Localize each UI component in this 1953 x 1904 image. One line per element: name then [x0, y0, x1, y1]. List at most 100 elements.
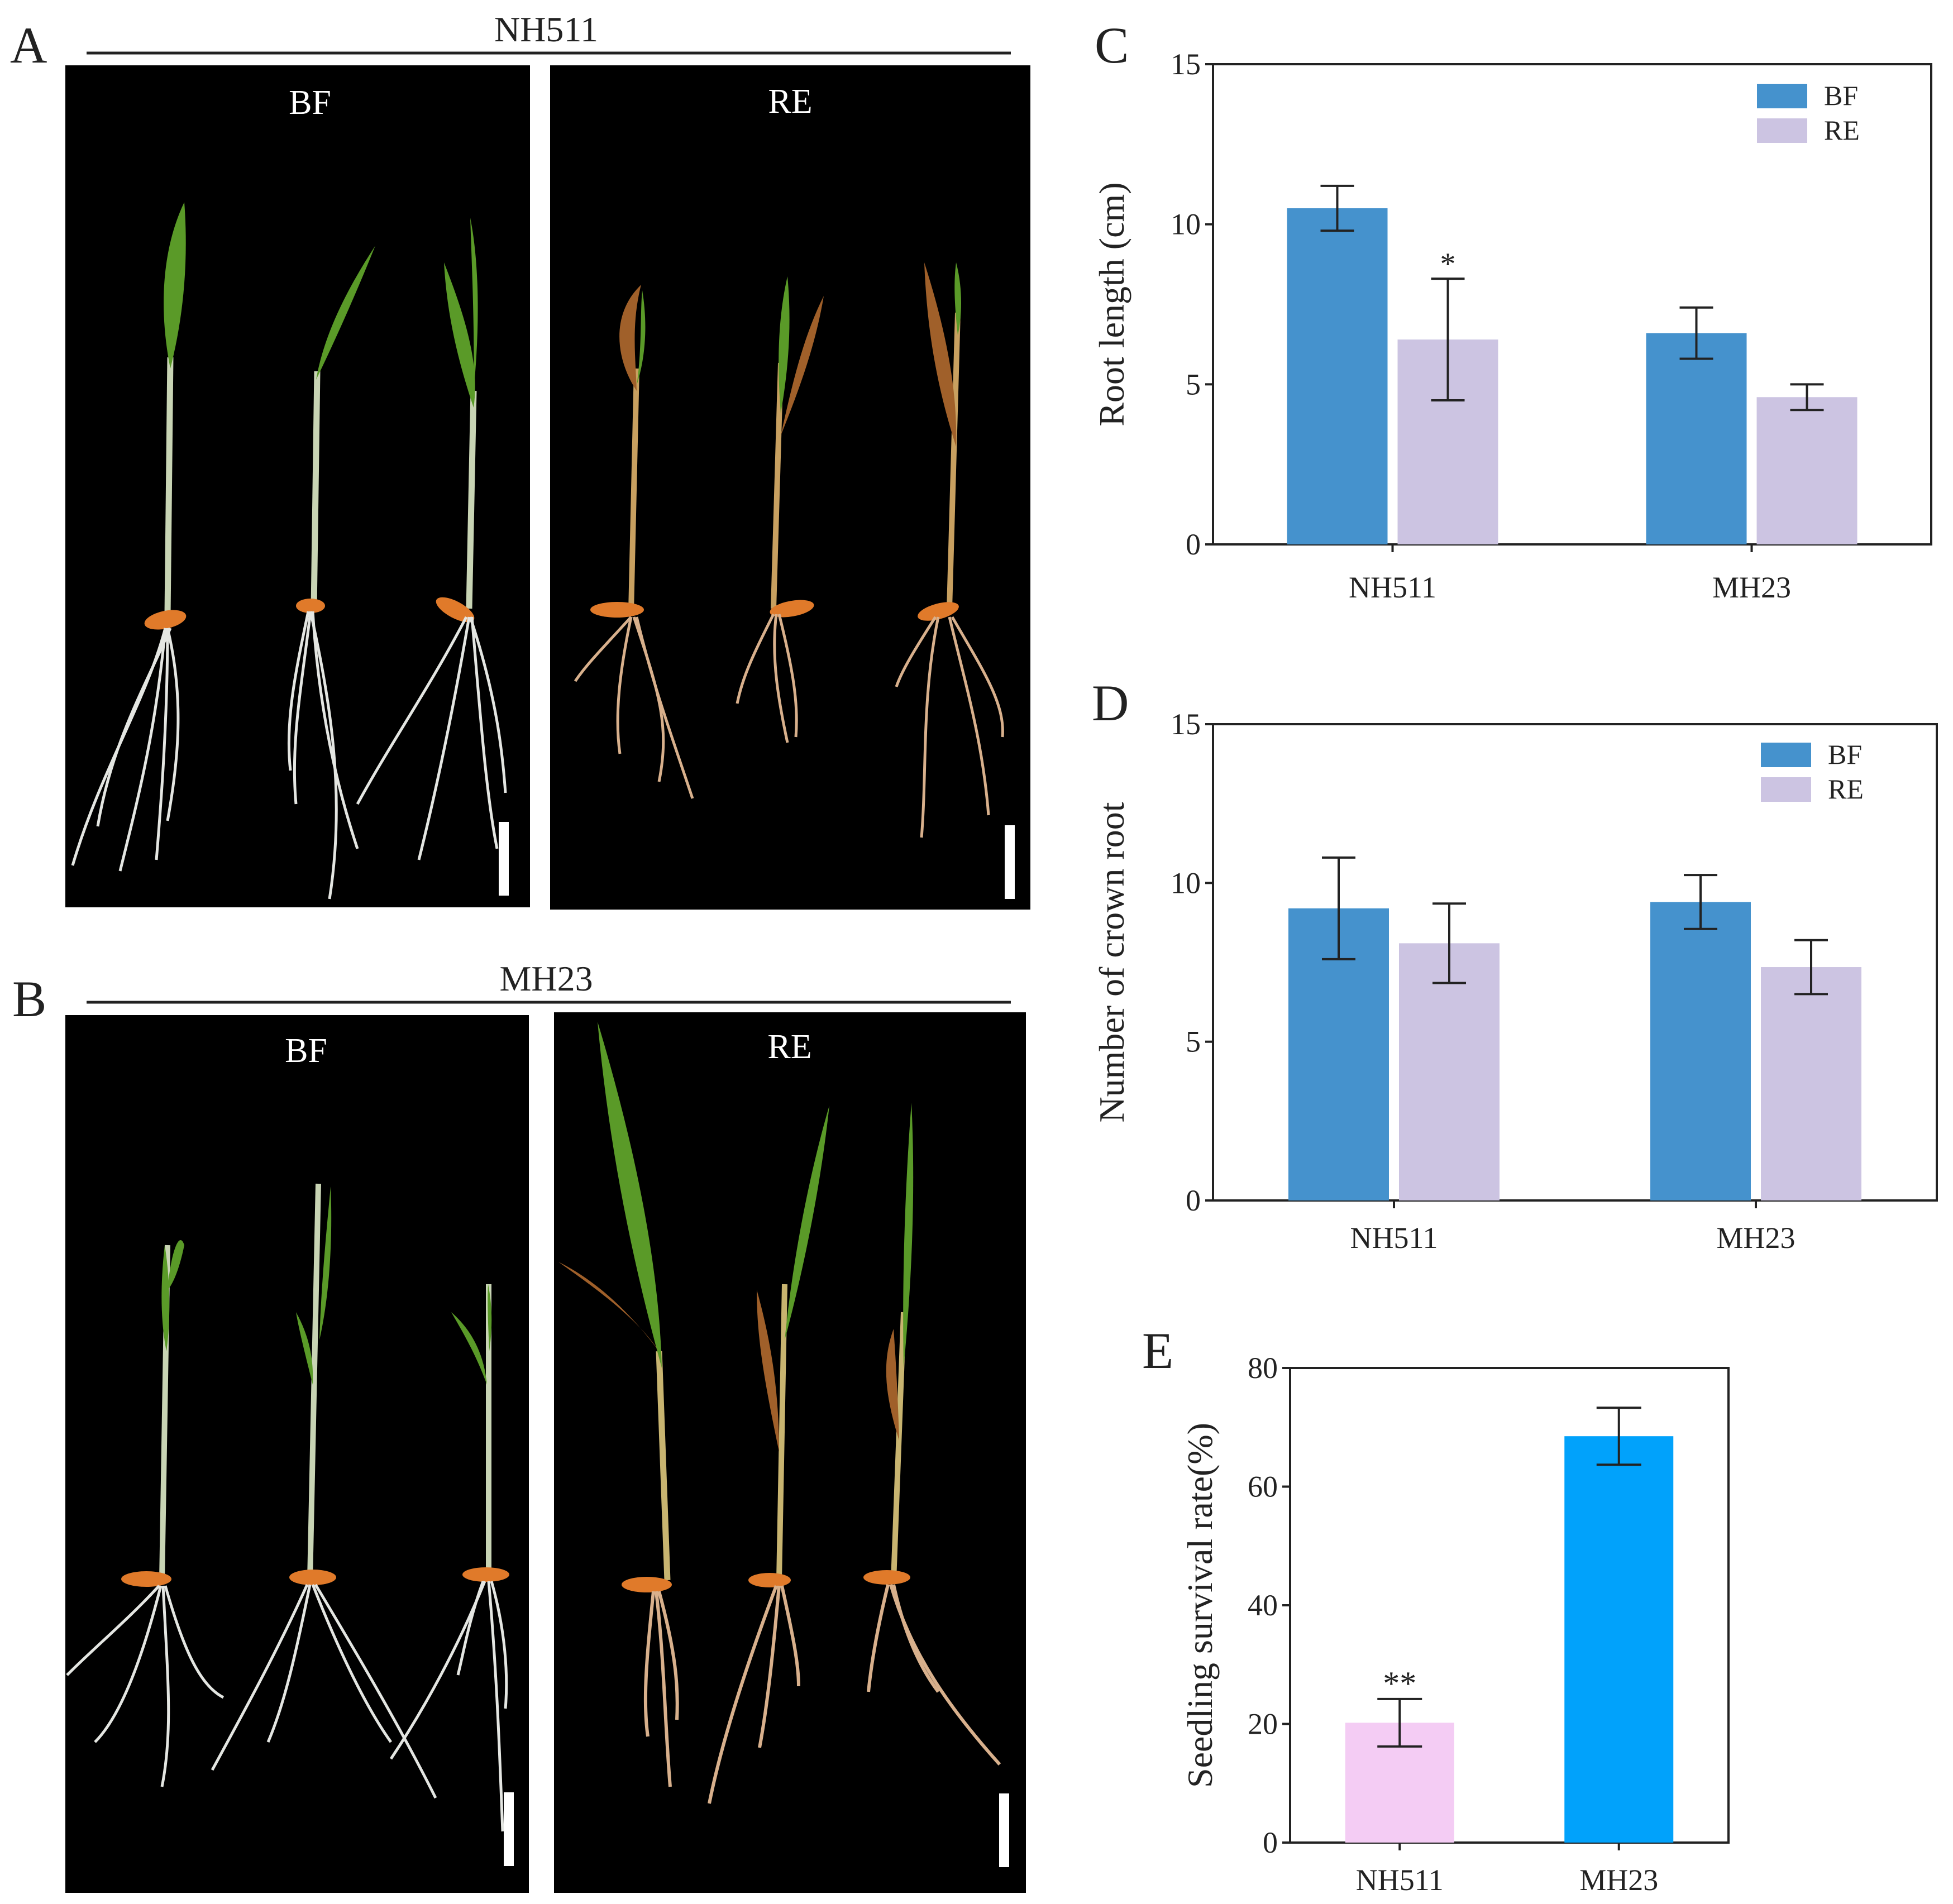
- seedling-b-bf-1: [66, 1240, 225, 1787]
- legend-label-re: RE: [1824, 114, 1860, 146]
- seedling-stem: [164, 357, 174, 615]
- seedling-roots: [356, 616, 507, 860]
- bar-re-nh511: [1399, 943, 1500, 1200]
- legend-swatch-re: [1757, 118, 1807, 143]
- seedling-seed: [622, 1577, 672, 1592]
- bar-bf-mh23: [1646, 333, 1747, 544]
- seedling-leaf: [903, 1103, 914, 1368]
- seedling-seed: [144, 610, 187, 630]
- legend-swatch-bf: [1761, 743, 1811, 767]
- seedling-stem: [947, 312, 961, 609]
- y-tick-label: 0: [1263, 1826, 1278, 1859]
- seedling-a-bf-1: [71, 202, 187, 872]
- seedling-leaf: [319, 1187, 332, 1340]
- seedling-roots: [211, 1584, 437, 1799]
- y-axis-label: Number of crown root: [1092, 802, 1131, 1122]
- bar-re-mh23: [1761, 967, 1861, 1200]
- seedling-seed: [296, 599, 325, 613]
- x-tick-label: MH23: [1579, 1863, 1658, 1897]
- seedling-b-re-3: [863, 1103, 1001, 1766]
- panel-c-letter: C: [1095, 17, 1129, 74]
- chart-survival-rate: 0 20 40 60 80 Seedling survival rate(%) NH511 M…: [1180, 1351, 1730, 1897]
- plot-frame: [1212, 63, 1932, 546]
- seedling-leaf: [924, 262, 957, 447]
- seedling-leaf: [619, 285, 641, 391]
- panel-a-letter: A: [10, 17, 47, 74]
- seedling-seed: [289, 1570, 336, 1585]
- bar-mh23: [1564, 1436, 1674, 1843]
- panel-a-photo-re: [550, 65, 1030, 910]
- x-tick-label: NH511: [1349, 571, 1436, 604]
- y-tick-label: 10: [1171, 866, 1201, 900]
- panel-b: B MH23 BF RE: [12, 959, 1026, 1893]
- seedling-b-re-1: [558, 1022, 679, 1787]
- seedling-roots: [736, 613, 798, 743]
- seedling-roots: [708, 1585, 800, 1804]
- y-tick-label: 0: [1186, 1184, 1201, 1217]
- panel-d-letter: D: [1092, 674, 1129, 731]
- seedling-b-re-2: [708, 1106, 829, 1804]
- y-tick-label: 20: [1248, 1707, 1278, 1741]
- y-tick-label: 10: [1171, 208, 1201, 241]
- y-tick-label: 60: [1248, 1470, 1278, 1504]
- seedling-leaf: [598, 1022, 662, 1368]
- legend-swatch-bf: [1757, 84, 1807, 108]
- panel-b-bf-scale-bar: [504, 1792, 514, 1866]
- plot-frame: [1212, 723, 1938, 1202]
- seedling-leaf: [954, 262, 961, 335]
- y-tick-label: 0: [1186, 528, 1201, 561]
- seedling-seed: [121, 1571, 171, 1587]
- seedling-roots: [389, 1581, 508, 1832]
- seedling-seed: [748, 1573, 791, 1587]
- panel-a-photo-bf: [65, 65, 530, 907]
- y-axis-label: Root length (cm): [1092, 182, 1131, 426]
- seedling-stem: [311, 371, 321, 609]
- y-tick-label: 5: [1186, 367, 1201, 401]
- bar-bf-nh511: [1287, 208, 1388, 544]
- seedling-seed: [863, 1570, 910, 1585]
- seedling-roots: [643, 1591, 679, 1787]
- seedling-stem: [771, 362, 784, 609]
- panel-a-bf-scale-bar: [499, 822, 509, 896]
- seedling-leaf: [779, 276, 790, 413]
- seedling-a-bf-3: [356, 218, 507, 860]
- seedling-seed: [918, 602, 959, 621]
- seedling-b-bf-3: [389, 1284, 509, 1832]
- seedling-a-re-2: [736, 276, 824, 743]
- seedling-leaf: [785, 1106, 829, 1340]
- panel-e-letter: E: [1142, 1322, 1173, 1379]
- seedling-seed: [590, 602, 644, 618]
- seedling-stem: [307, 1183, 321, 1581]
- significance-marker: *: [1440, 247, 1456, 281]
- panel-b-re-label: RE: [767, 1028, 811, 1066]
- legend-swatch-re: [1761, 777, 1811, 802]
- seedling-leaf: [757, 1290, 779, 1452]
- seedling-stem: [656, 1351, 671, 1581]
- x-tick-label: NH511: [1356, 1863, 1444, 1897]
- seedling-a-re-1: [574, 285, 694, 799]
- panel-b-photo-bf: [65, 1015, 529, 1893]
- legend-label-bf: BF: [1824, 80, 1858, 111]
- panel-a-cultivar: NH511: [494, 9, 598, 49]
- panel-b-letter: B: [12, 970, 46, 1027]
- panel-a-re-scale-bar: [1005, 825, 1015, 899]
- seedling-leaf: [316, 246, 375, 380]
- panel-b-re-scale-bar: [999, 1793, 1009, 1867]
- bar-re-mh23: [1756, 397, 1858, 544]
- seedling-roots: [66, 1585, 225, 1787]
- significance-marker: **: [1383, 1665, 1416, 1702]
- y-tick-label: 80: [1248, 1351, 1278, 1385]
- seedling-roots: [867, 1584, 1001, 1766]
- seedling-b-bf-2: [211, 1183, 437, 1799]
- y-tick-label: 5: [1186, 1025, 1201, 1059]
- panel-b-bf-label: BF: [285, 1032, 327, 1070]
- x-tick-label: NH511: [1350, 1221, 1438, 1255]
- y-tick-label: 40: [1248, 1589, 1278, 1622]
- seedling-leaf: [164, 202, 186, 369]
- seedling-leaf: [637, 290, 646, 385]
- seedling-seed: [462, 1567, 509, 1582]
- bar-bf-mh23: [1650, 902, 1751, 1200]
- y-tick-label: 15: [1171, 47, 1201, 81]
